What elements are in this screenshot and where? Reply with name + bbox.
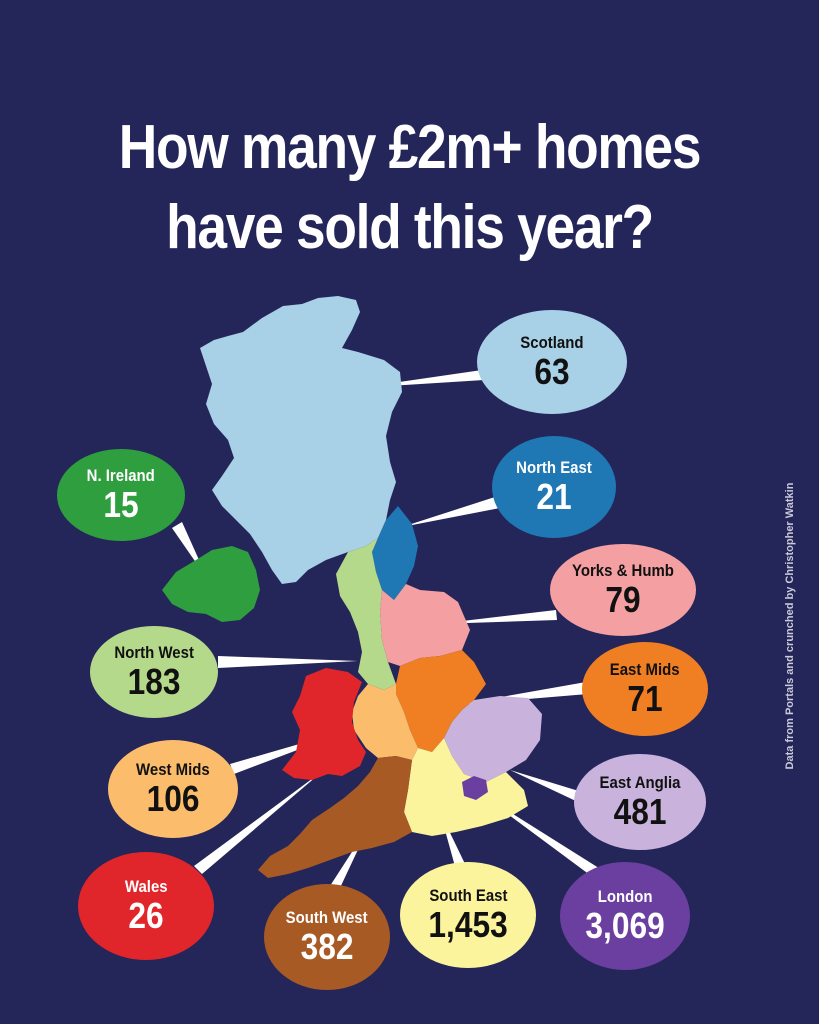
london-value: 3,069 [585,905,665,946]
pointer-yorks-humb [437,610,557,624]
region-wales[interactable] [282,668,366,780]
region-yorks-humb[interactable] [380,584,470,666]
pointer-north-east [402,496,500,527]
south-west-label: South West [285,908,369,927]
bubble-east-mids[interactable]: East Mids 71 [582,642,708,736]
pointer-east-anglia [510,770,582,802]
yorks-humb-label: Yorks & Humb [572,561,674,580]
north-east-value: 21 [536,476,572,517]
west-mids-value: 106 [146,778,200,819]
region-north-west[interactable] [336,538,396,690]
region-n-ireland[interactable] [162,546,260,622]
bubble-west-mids[interactable]: West Mids 106 [108,740,238,838]
east-mids-label: East Mids [610,660,680,679]
wales-value: 26 [128,895,164,936]
south-east-value: 1,453 [428,904,508,945]
title-line-1: How many £2m+ homes [118,113,702,182]
scotland-value: 63 [534,351,570,392]
data-credit: Data from Portals and crunched by Christ… [784,482,796,770]
pointer-wales [194,770,324,874]
scotland-label: Scotland [520,333,584,352]
region-scotland[interactable] [200,296,402,584]
wales-label: Wales [124,877,168,896]
bubble-north-east[interactable]: North East 21 [492,436,616,538]
region-south-west[interactable] [258,756,412,878]
region-west-mids[interactable] [352,684,418,760]
bubble-east-anglia[interactable]: East Anglia 481 [574,754,706,850]
south-west-value: 382 [300,926,354,967]
north-west-value: 183 [127,661,181,702]
pointer-north-west [218,656,358,668]
north-east-label: North East [516,458,592,477]
east-mids-value: 71 [627,678,663,719]
region-north-east[interactable] [372,506,418,600]
region-east-mids[interactable] [396,650,486,752]
bubble-yorks-humb[interactable]: Yorks & Humb 79 [550,544,696,636]
bubble-south-west[interactable]: South West 382 [264,884,390,990]
region-london[interactable] [462,776,488,800]
south-east-label: South East [428,886,508,905]
east-anglia-value: 481 [613,791,667,832]
n-ireland-value: 15 [103,484,139,525]
bubble-london[interactable]: London 3,069 [560,862,690,970]
bubble-scotland[interactable]: Scotland 63 [477,310,627,414]
bubble-south-east[interactable]: South East 1,453 [400,862,536,968]
west-mids-label: West Mids [136,760,210,779]
n-ireland-label: N. Ireland [86,466,156,485]
page-title: How many £2m+ homes have sold this year? [57,108,761,268]
bubble-north-west[interactable]: North West 183 [90,626,218,718]
bubble-wales[interactable]: Wales 26 [78,852,214,960]
london-label: London [597,887,653,906]
east-anglia-label: East Anglia [599,773,681,792]
north-west-label: North West [114,643,194,662]
region-east-anglia[interactable] [444,696,542,782]
yorks-humb-value: 79 [605,579,641,620]
title-line-2: have sold this year? [166,193,654,262]
bubble-n-ireland[interactable]: N. Ireland 15 [57,449,185,541]
